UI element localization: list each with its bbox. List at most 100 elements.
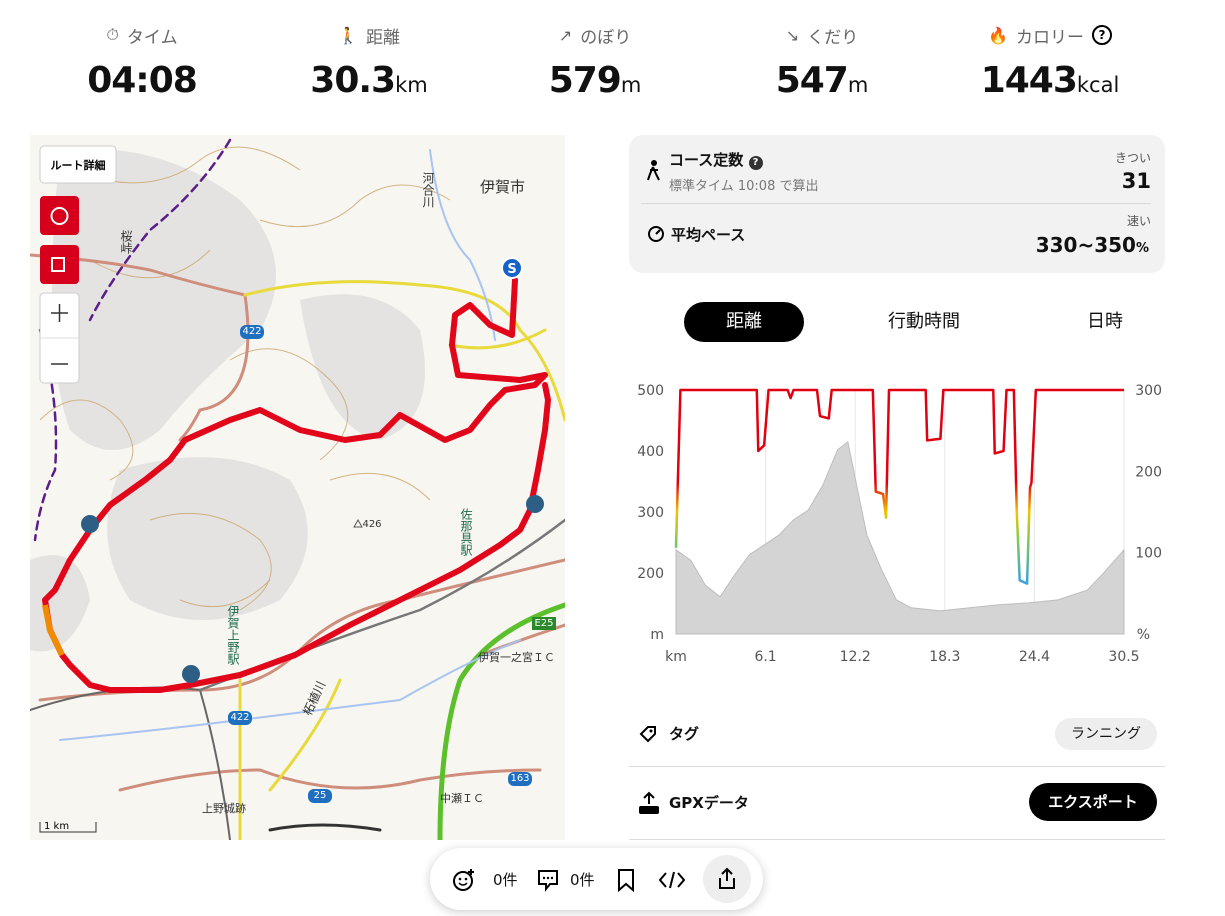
- map-label: 422: [230, 712, 249, 723]
- pace-icon: [648, 226, 664, 242]
- export-button[interactable]: エクスポート: [1029, 783, 1157, 821]
- map-label: 25: [314, 790, 327, 801]
- stat-number: 579: [548, 60, 622, 101]
- stat-value: 547m: [712, 60, 932, 101]
- route-slow: [42, 604, 65, 657]
- stat-label: ↘ くだり: [712, 20, 932, 50]
- comment-button[interactable]: [536, 868, 560, 892]
- stat-icon: ⏱: [106, 25, 119, 44]
- course-level: きつい: [1114, 151, 1151, 165]
- cafe-layer-button[interactable]: [40, 245, 79, 284]
- stat-label-text: 距離: [365, 27, 400, 48]
- stat-icon: ↘: [785, 25, 800, 45]
- stat-value: 30.3km: [259, 60, 479, 101]
- map-label: 422: [242, 326, 261, 337]
- share-icon: [719, 867, 735, 889]
- stat-label: 🔥 カロリー?: [940, 20, 1160, 50]
- reaction-button[interactable]: [452, 868, 476, 892]
- tag-pill[interactable]: ランニング: [1055, 718, 1157, 750]
- stat-label: ⏱ タイム: [32, 20, 252, 50]
- stat-unit: km: [395, 73, 428, 97]
- hiker-icon: [647, 160, 660, 181]
- course-title: コース定数 ?: [669, 149, 763, 170]
- pace-title: 平均ペース: [671, 226, 746, 244]
- tag-label: タグ: [669, 725, 700, 743]
- zoom-in[interactable]: [51, 304, 68, 322]
- pace-number: 330~350: [1035, 233, 1136, 257]
- course-card: コース定数 ? 標準タイム 10:08 で算出 きつい 31 平均ペース 速い …: [629, 135, 1165, 273]
- gpx-icon: [639, 791, 659, 814]
- stat-label-text: くだり: [807, 27, 859, 48]
- y2-tick-label: 100: [1135, 546, 1162, 562]
- y2-tick-label: 200: [1135, 464, 1162, 480]
- stat: ↗ のぼり 579m: [485, 20, 705, 102]
- y2-tick-label: 300: [1135, 383, 1162, 399]
- course-title-text: コース定数: [669, 151, 744, 169]
- start-marker: S: [501, 257, 523, 279]
- route: [42, 277, 551, 693]
- route-shield: [228, 711, 252, 725]
- tag-row: タグ ランニング: [629, 700, 1165, 767]
- x-tick-label: 18.3: [929, 649, 960, 665]
- stat-number: 1443: [980, 60, 1078, 101]
- x-tick-label: 12.2: [840, 649, 871, 665]
- stat-number: 30.3: [310, 60, 396, 101]
- course-note: 標準タイム 10:08 で算出: [669, 179, 819, 194]
- stat: 🔥 カロリー? 1443kcal: [940, 20, 1160, 101]
- map-label: 桜峠: [119, 230, 133, 254]
- speed-layer-button[interactable]: [40, 196, 79, 235]
- stat-icon: 🚶: [338, 25, 358, 45]
- reaction-count: 0件: [493, 871, 518, 889]
- route-shield: [240, 325, 264, 339]
- map-label: E25: [534, 618, 553, 629]
- tab[interactable]: 行動時間: [888, 311, 960, 332]
- map-label: 中瀬ＩＣ: [440, 791, 484, 805]
- map-label: 伊賀市: [480, 178, 525, 196]
- expressway-shield: [532, 617, 556, 630]
- stat-icon: ↗: [558, 25, 573, 45]
- stat: ↘ くだり 547m: [712, 20, 932, 102]
- y-tick-label: 500: [637, 383, 664, 399]
- route-detail-label: ルート詳細: [51, 158, 106, 172]
- help-icon: ?: [1091, 25, 1112, 45]
- stat-label-text: のぼり: [580, 27, 632, 48]
- stat-label-text: タイム: [126, 27, 178, 48]
- map-label: 163: [510, 773, 529, 784]
- embed-button[interactable]: [659, 868, 685, 892]
- map-label: 佐那具駅: [459, 508, 473, 557]
- y2-axis-label: %: [1137, 627, 1150, 643]
- pace-unit: %: [1135, 241, 1149, 256]
- elevation-area: [675, 440, 1125, 635]
- stat-number: 04:08: [87, 60, 198, 101]
- stat-value: 04:08: [32, 60, 252, 101]
- tab[interactable]: 距離: [684, 302, 804, 342]
- y-tick-label: 400: [637, 444, 664, 460]
- route-shield: [508, 772, 532, 786]
- cafe-markers: [81, 495, 544, 683]
- pace-line: [674, 388, 1124, 585]
- stat-unit: m: [847, 73, 869, 97]
- share-button[interactable]: [703, 855, 751, 903]
- x-tick-label: 6.1: [754, 649, 776, 665]
- stat-icon: 🔥: [988, 25, 1008, 45]
- map-label: 伊賀上野駅: [226, 605, 240, 666]
- x-axis-label: km: [665, 649, 687, 665]
- route-shield: [308, 789, 332, 803]
- stat-number: 547: [775, 60, 849, 101]
- route-detail-button[interactable]: [39, 145, 117, 184]
- tag-icon: [639, 726, 656, 743]
- stat: ⏱ タイム 04:08: [32, 20, 252, 101]
- bookmark-button[interactable]: [614, 868, 638, 892]
- stat-unit: kcal: [1076, 73, 1120, 97]
- gpx-label: GPXデータ: [669, 794, 749, 812]
- stat-label: ↗ のぼり: [485, 20, 705, 50]
- map-label: 426: [362, 519, 381, 530]
- elevation-chart: 6.1 12.2 18.3 24.4 30.5 200 300 400 500 100 200 300…: [637, 383, 1162, 665]
- svg-text:S: S: [507, 262, 516, 277]
- stat-unit: m: [620, 73, 642, 97]
- y-tick-label: 300: [637, 505, 664, 521]
- stat-value: 579m: [485, 60, 705, 101]
- tab[interactable]: 日時: [1087, 311, 1123, 332]
